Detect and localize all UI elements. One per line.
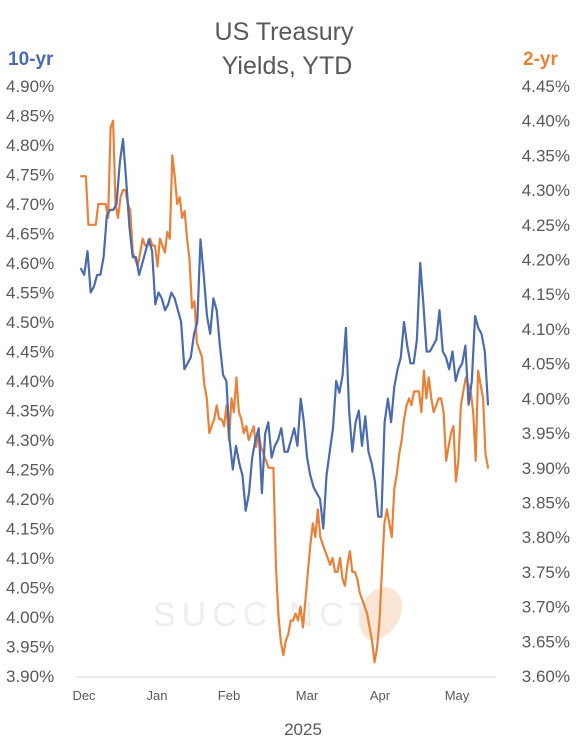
x-axis-title: 2025 — [284, 720, 322, 739]
x-tick-label: May — [445, 688, 470, 703]
right-tick-label: 3.85% — [522, 493, 570, 512]
x-tick-label: Feb — [218, 688, 240, 703]
left-tick-label: 4.25% — [6, 461, 54, 480]
x-tick-label: Apr — [370, 688, 391, 703]
right-tick-label: 4.40% — [522, 112, 570, 131]
x-tick-label: Jan — [147, 688, 168, 703]
left-tick-label: 4.60% — [6, 254, 54, 273]
left-tick-label: 4.00% — [6, 608, 54, 627]
series-line-10-yr — [79, 138, 490, 530]
left-tick-label: 4.40% — [6, 372, 54, 391]
left-tick-label: 4.70% — [6, 195, 54, 214]
left-tick-label: 4.15% — [6, 520, 54, 539]
left-tick-label: 4.45% — [6, 343, 54, 362]
left-axis-ticks: 4.90% 4.85% 4.80% 4.75% 4.70% 4.65% 4.60% 4.55%… — [6, 77, 54, 686]
left-tick-label: 4.65% — [6, 225, 54, 244]
left-tick-label: 4.10% — [6, 549, 54, 568]
x-tick-label: Mar — [296, 688, 319, 703]
right-tick-label: 4.25% — [522, 216, 570, 235]
right-tick-label: 4.35% — [522, 146, 570, 165]
right-axis-title: 2-yr — [523, 49, 558, 70]
right-tick-label: 3.60% — [522, 667, 570, 686]
watermark-text: SUCCINCT — [153, 596, 377, 634]
right-tick-label: 4.15% — [522, 285, 570, 304]
right-tick-label: 3.95% — [522, 424, 570, 443]
right-axis-ticks: 4.45% 4.40% 4.35% 4.30% 4.25% 4.20% 4.15% 4.10%… — [522, 77, 570, 686]
left-tick-label: 4.90% — [6, 77, 54, 96]
left-tick-label: 3.95% — [6, 638, 54, 657]
left-tick-label: 4.85% — [6, 107, 54, 126]
right-tick-label: 3.65% — [522, 632, 570, 651]
right-tick-label: 4.10% — [522, 320, 570, 339]
left-tick-label: 4.75% — [6, 166, 54, 185]
left-tick-label: 4.20% — [6, 490, 54, 509]
chart-title-line2: Yields, YTD — [222, 52, 353, 80]
x-axis-ticks: Dec Jan Feb Mar Apr May — [72, 688, 469, 703]
series-line-2-yr — [79, 119, 490, 664]
watermark-logo — [360, 587, 403, 641]
left-tick-label: 3.90% — [6, 667, 54, 686]
chart-title-line1: US Treasury — [215, 18, 354, 46]
right-tick-label: 4.20% — [522, 251, 570, 270]
left-tick-label: 4.55% — [6, 284, 54, 303]
right-tick-label: 3.80% — [522, 528, 570, 547]
left-tick-label: 4.50% — [6, 313, 54, 332]
left-tick-label: 4.80% — [6, 136, 54, 155]
right-tick-label: 3.90% — [522, 459, 570, 478]
right-tick-label: 4.00% — [522, 389, 570, 408]
right-tick-label: 3.75% — [522, 563, 570, 582]
x-tick-label: Dec — [72, 688, 96, 703]
left-tick-label: 4.05% — [6, 579, 54, 598]
right-tick-label: 3.70% — [522, 598, 570, 617]
right-tick-label: 4.30% — [522, 181, 570, 200]
right-tick-label: 4.05% — [522, 355, 570, 374]
left-axis-title: 10-yr — [8, 49, 54, 70]
series-layer — [79, 119, 490, 664]
left-tick-label: 4.35% — [6, 402, 54, 421]
right-tick-label: 4.45% — [522, 77, 570, 96]
left-tick-label: 4.30% — [6, 431, 54, 450]
watermark: SUCCINCT — [153, 587, 403, 641]
